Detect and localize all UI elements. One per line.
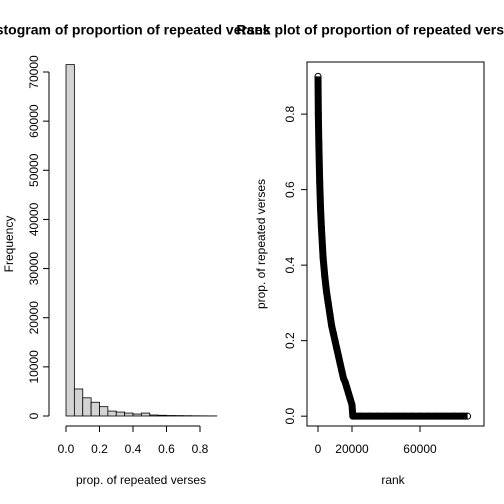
- y-tick-label: 0: [27, 412, 41, 419]
- bar: [124, 412, 134, 417]
- x-tick-label: 0.0: [58, 442, 75, 456]
- bar: [157, 414, 167, 417]
- bar: [149, 414, 159, 417]
- point: [348, 401, 356, 409]
- point: [407, 412, 415, 420]
- point: [441, 412, 449, 420]
- y-tick-label: 0.0: [283, 408, 297, 425]
- point: [317, 205, 325, 213]
- chart-title: Histogram of proportion of repeated vers…: [0, 22, 271, 38]
- point: [433, 412, 441, 420]
- point: [334, 352, 342, 360]
- point: [339, 374, 347, 382]
- point: [316, 178, 324, 186]
- point: [321, 272, 329, 280]
- point: [336, 359, 344, 367]
- point: [322, 288, 330, 296]
- x-tick-label: 0.4: [125, 442, 142, 456]
- bar: [132, 413, 142, 417]
- y-tick-label: 70000: [27, 55, 41, 89]
- x-axis-label: rank: [381, 473, 405, 487]
- bar: [82, 397, 92, 417]
- bar: [115, 411, 126, 417]
- bar: [65, 64, 75, 417]
- y-tick-label: 10000: [27, 350, 41, 384]
- point: [424, 412, 432, 420]
- point: [450, 412, 458, 420]
- y-tick-label: 20000: [27, 301, 41, 335]
- point: [317, 223, 325, 231]
- plot-box: [306, 61, 485, 427]
- y-axis-label: Frequency: [2, 216, 16, 273]
- y-tick-label: 0.6: [283, 181, 297, 198]
- bar: [90, 401, 100, 417]
- point: [399, 412, 407, 420]
- point-trail: [314, 76, 468, 420]
- point: [315, 140, 323, 148]
- point: [458, 412, 466, 420]
- y-tick-label: 60000: [27, 104, 41, 138]
- x-tick-label: 0.2: [91, 442, 108, 456]
- point: [464, 412, 472, 420]
- x-axis-label: prop. of repeated verses: [76, 473, 206, 487]
- point: [338, 367, 346, 375]
- x-tick-label: 0.6: [158, 442, 175, 456]
- point: [324, 299, 332, 307]
- point: [390, 412, 398, 420]
- point: [319, 254, 327, 262]
- point: [331, 337, 339, 345]
- x-tick-label: 20000: [335, 442, 369, 456]
- y-tick-label: 0.8: [283, 105, 297, 122]
- bar: [140, 412, 151, 417]
- point: [333, 344, 341, 352]
- point: [314, 72, 322, 80]
- y-tick-label: 0.2: [283, 332, 297, 349]
- point: [329, 329, 337, 337]
- point: [328, 322, 336, 330]
- point: [356, 412, 364, 420]
- y-tick-label: 30000: [27, 252, 41, 286]
- bar: [107, 410, 117, 417]
- point: [349, 412, 357, 420]
- point: [326, 310, 334, 318]
- bar: [99, 406, 109, 417]
- point: [373, 412, 381, 420]
- y-tick-label: 0.4: [283, 256, 297, 273]
- x-tick-label: 0.8: [192, 442, 209, 456]
- x-tick-label: 60000: [403, 442, 437, 456]
- point: [365, 412, 373, 420]
- point: [416, 412, 424, 420]
- point: [314, 110, 322, 118]
- bar: [73, 388, 84, 417]
- point: [382, 412, 390, 420]
- y-axis-label: prop. of repeated verses: [254, 179, 268, 309]
- chart-title: Rank plot of proportion of repeated vers…: [236, 22, 504, 38]
- y-tick-label: 40000: [27, 202, 41, 236]
- y-tick-label: 50000: [27, 153, 41, 187]
- x-tick-label: 0: [315, 442, 322, 456]
